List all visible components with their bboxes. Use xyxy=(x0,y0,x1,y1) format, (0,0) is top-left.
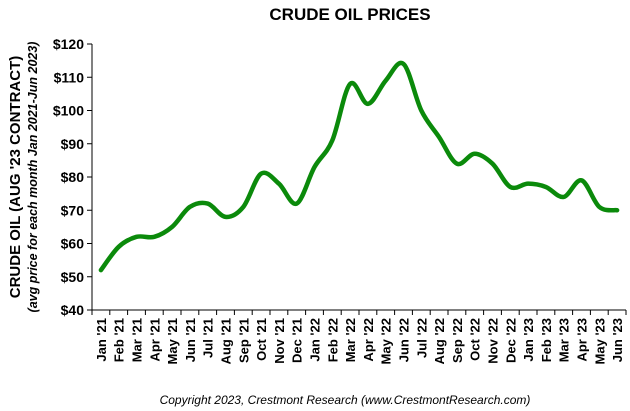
y-tick-label: $80 xyxy=(61,169,85,185)
x-tick-label: Jan '23 xyxy=(521,318,536,362)
y-tick-label: $110 xyxy=(54,69,85,85)
y-tick-label: $100 xyxy=(53,103,84,119)
x-tick-label: Apr '23 xyxy=(575,318,590,362)
y-tick-label: $40 xyxy=(61,302,85,318)
y-tick-label: $70 xyxy=(61,202,85,218)
x-tick-label: Nov '22 xyxy=(486,318,501,364)
x-tick-label: Jan '21 xyxy=(94,318,109,362)
y-axis-sublabel: (avg price for each month Jan 2021-Jun 2… xyxy=(26,42,40,313)
x-tick-label: Mar '21 xyxy=(130,318,145,362)
x-tick-label: Aug '22 xyxy=(432,318,447,364)
x-tick-label: Jul '22 xyxy=(414,318,429,358)
x-tick-label: Jan '22 xyxy=(308,318,323,362)
x-tick-label: Jun '22 xyxy=(397,318,412,362)
x-tick-label: Sep '22 xyxy=(450,318,465,363)
x-tick-label: Jul '21 xyxy=(201,318,216,358)
x-tick-label: Dec '22 xyxy=(503,318,518,363)
x-tick-label: May '23 xyxy=(592,318,607,364)
x-tick-label: Feb '22 xyxy=(325,318,340,362)
x-tick-label: Feb '21 xyxy=(112,318,127,362)
x-tick-label: Oct '22 xyxy=(468,318,483,361)
x-tick-label: Apr '22 xyxy=(361,318,376,362)
x-tick-label: Nov '21 xyxy=(272,318,287,364)
chart-title: CRUDE OIL PRICES xyxy=(269,5,430,24)
x-tick-label: Jun '21 xyxy=(183,318,198,362)
line xyxy=(98,60,620,273)
x-tick-label: Aug '21 xyxy=(219,318,234,364)
x-tick-label: Sep '21 xyxy=(236,318,251,363)
y-tick-label: $50 xyxy=(61,269,85,285)
x-tick-label: Apr '21 xyxy=(147,318,162,362)
y-tick-label: $60 xyxy=(61,236,85,252)
x-tick-label: Jun '23 xyxy=(610,318,625,362)
x-tick-label: Mar '23 xyxy=(557,318,572,362)
x-tick-label: May '21 xyxy=(165,318,180,364)
footer: Copyright 2023, Crestmont Research (www.… xyxy=(160,393,531,407)
y-tick-label: $120 xyxy=(53,36,84,52)
y-tick-label: $90 xyxy=(61,136,85,152)
x-tick-label: Oct '21 xyxy=(254,318,269,361)
x-tick-label: Dec '21 xyxy=(290,318,305,363)
x-tick-label: May '22 xyxy=(379,318,394,364)
x-tick-label: Feb '23 xyxy=(539,318,554,362)
y-axis-label: CRUDE OIL (AUG '23 CONTRACT) xyxy=(7,56,24,298)
x-tick-label: Mar '22 xyxy=(343,318,358,362)
